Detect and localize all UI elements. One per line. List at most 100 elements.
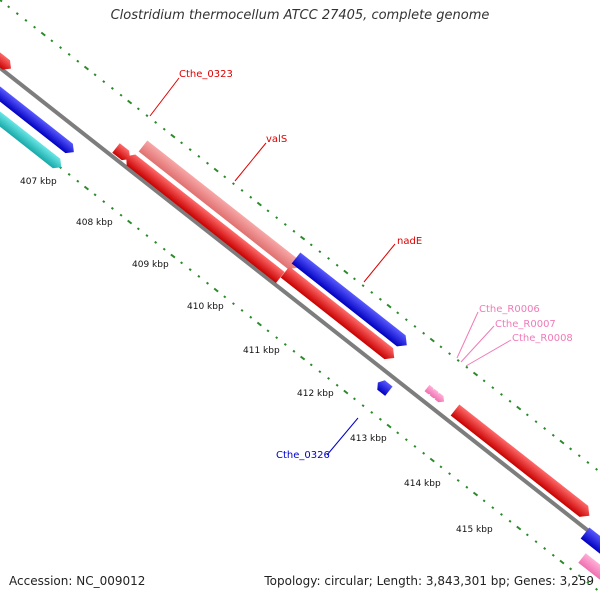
tick-dot bbox=[508, 399, 512, 403]
tick-dot bbox=[188, 148, 192, 152]
tick-dot bbox=[586, 581, 590, 584]
gene-feature-vals[interactable] bbox=[122, 151, 285, 283]
tick-dot bbox=[188, 268, 192, 272]
tick-dot bbox=[559, 439, 565, 445]
gene-label-cthe-r0007[interactable]: Cthe_R0007 bbox=[495, 319, 556, 330]
tick-dot bbox=[249, 195, 253, 199]
gene-label-cthe-r0006[interactable]: Cthe_R0006 bbox=[479, 304, 540, 315]
kbp-label: 415 kbp bbox=[456, 525, 493, 535]
tick-dot bbox=[569, 567, 573, 571]
tick-dot bbox=[154, 240, 158, 244]
tick-dot bbox=[127, 99, 133, 105]
tick-dot bbox=[595, 467, 599, 471]
tick-dot bbox=[119, 213, 123, 217]
tick-dot bbox=[327, 377, 331, 380]
tick-dot bbox=[40, 31, 46, 37]
gene-feature-partial-blue[interactable] bbox=[0, 76, 78, 157]
tick-dot bbox=[448, 472, 452, 476]
tick-dot bbox=[162, 247, 166, 251]
tick-dot bbox=[378, 417, 382, 421]
gene-feature-red-2[interactable] bbox=[280, 266, 399, 363]
tick-dot bbox=[413, 325, 417, 328]
gene-label-nade[interactable]: nadE bbox=[397, 236, 422, 247]
tick-dot bbox=[136, 227, 140, 231]
gene-features[interactable] bbox=[0, 49, 600, 588]
tick-dot bbox=[83, 65, 90, 71]
gene-feature-cthe-0326[interactable] bbox=[374, 378, 393, 396]
tick-dot bbox=[249, 315, 253, 319]
gene-feature-cthe-r0007[interactable] bbox=[429, 388, 442, 401]
gene-feature-small-red[interactable] bbox=[112, 143, 134, 164]
gene-feature-partial-pink[interactable] bbox=[578, 553, 600, 588]
tick-dot bbox=[386, 423, 392, 429]
tick-dot bbox=[223, 295, 227, 299]
kbp-label: 412 kbp bbox=[297, 389, 334, 399]
tick-dot bbox=[361, 284, 365, 288]
tick-dot bbox=[439, 465, 443, 469]
tick-dot bbox=[465, 365, 469, 369]
gene-feature-red-3[interactable] bbox=[450, 404, 594, 521]
tick-dot bbox=[59, 46, 63, 50]
tick-dot bbox=[136, 107, 140, 111]
gene-feature-cthe-r0008[interactable] bbox=[434, 392, 447, 405]
tick-dot bbox=[508, 519, 512, 523]
tick-dot bbox=[370, 291, 374, 294]
tick-dot bbox=[145, 234, 149, 238]
tick-dot bbox=[456, 478, 460, 482]
tick-dot bbox=[309, 363, 313, 367]
tick-dot bbox=[413, 445, 417, 448]
tick-dot bbox=[110, 86, 114, 90]
gene-feature-partial-red[interactable] bbox=[0, 49, 15, 73]
tick-dot bbox=[491, 386, 495, 390]
tick-dot bbox=[465, 485, 469, 489]
tick-dot bbox=[266, 329, 270, 333]
tick-dot bbox=[127, 219, 133, 225]
tick-dot bbox=[318, 250, 322, 254]
gene-feature-partial-cyan[interactable] bbox=[0, 101, 65, 172]
tick-dot bbox=[205, 281, 210, 285]
tick-dot bbox=[516, 525, 522, 531]
tick-dot bbox=[595, 587, 599, 591]
genome-backbone bbox=[0, 66, 600, 542]
gene-label-cthe-0323[interactable]: Cthe_0323 bbox=[179, 69, 233, 80]
tick-dot bbox=[534, 540, 538, 544]
tick-dot bbox=[231, 302, 235, 306]
gene-label-vals[interactable]: valS bbox=[266, 134, 287, 145]
leader-line bbox=[465, 339, 512, 367]
tick-dot bbox=[213, 287, 219, 293]
tick-dot bbox=[24, 18, 28, 22]
gene-label-cthe-0326[interactable]: Cthe_0326 bbox=[276, 450, 330, 461]
tick-dot bbox=[180, 141, 184, 145]
tick-dot bbox=[283, 342, 287, 346]
tick-dot bbox=[456, 358, 460, 362]
tick-dot bbox=[586, 461, 590, 464]
tick-dot bbox=[370, 411, 374, 414]
gene-feature-cthe-0323[interactable] bbox=[138, 140, 302, 273]
trna-cluster[interactable] bbox=[424, 384, 447, 405]
tick-dot bbox=[240, 189, 244, 192]
tick-dot bbox=[197, 274, 201, 278]
tick-dot bbox=[525, 413, 529, 417]
tick-dot bbox=[404, 318, 408, 322]
gene-label-cthe-r0008[interactable]: Cthe_R0008 bbox=[512, 333, 573, 344]
tick-dot bbox=[170, 133, 176, 139]
kbp-label: 409 kbp bbox=[132, 260, 169, 270]
gene-feature-partial-blue-2[interactable] bbox=[580, 527, 600, 564]
tick-dot bbox=[543, 547, 547, 550]
tick-dot bbox=[404, 438, 408, 442]
tick-dot bbox=[33, 25, 37, 29]
tick-dot bbox=[327, 257, 331, 260]
gene-feature-nade[interactable] bbox=[291, 252, 411, 350]
tick-dot bbox=[422, 451, 426, 455]
kbp-label: 414 kbp bbox=[404, 479, 441, 489]
tick-dot bbox=[429, 457, 435, 463]
tick-dot bbox=[76, 59, 80, 63]
tick-dot bbox=[145, 114, 149, 118]
gene-feature-cthe-r0006[interactable] bbox=[424, 384, 437, 397]
tick-dot bbox=[266, 209, 270, 213]
tick-dot bbox=[213, 167, 219, 173]
tick-dot bbox=[102, 200, 106, 204]
tick-dot bbox=[93, 73, 97, 77]
tick-dot bbox=[275, 216, 279, 220]
